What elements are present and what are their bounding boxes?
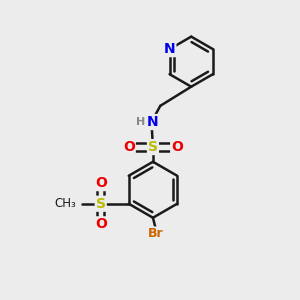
Text: N: N <box>147 115 159 129</box>
Text: O: O <box>171 140 183 154</box>
Text: S: S <box>148 140 158 154</box>
Text: O: O <box>95 176 107 190</box>
Text: O: O <box>123 140 135 154</box>
Text: H: H <box>136 117 145 127</box>
Text: Br: Br <box>148 227 164 240</box>
Text: N: N <box>164 42 176 56</box>
Text: S: S <box>96 197 106 211</box>
Text: CH₃: CH₃ <box>54 197 76 210</box>
Text: O: O <box>95 217 107 231</box>
